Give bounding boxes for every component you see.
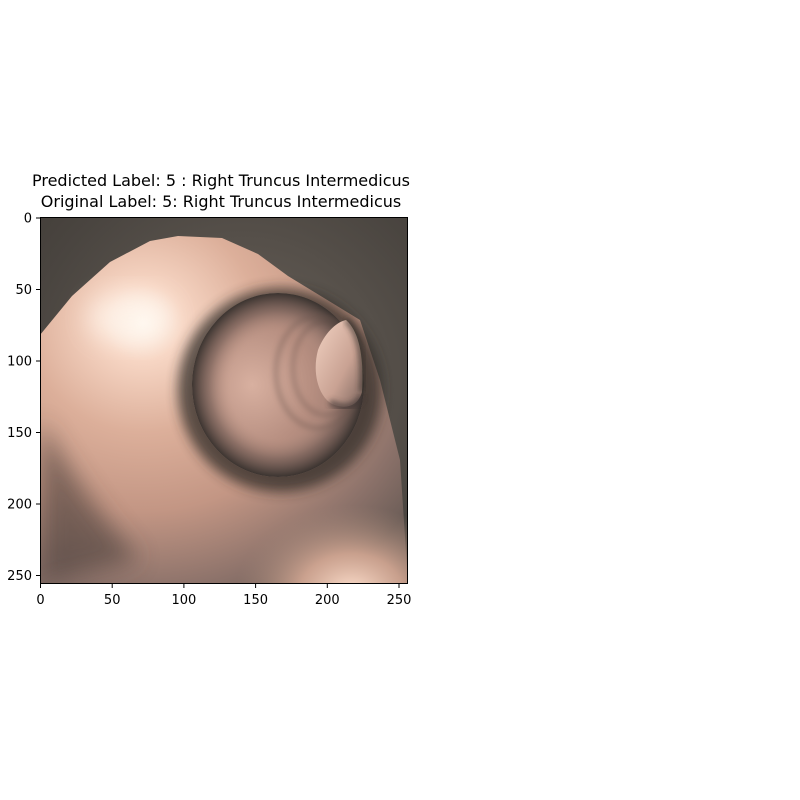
x-tick-label: 100 — [171, 593, 196, 608]
x-axis: 0 50 100 150 200 250 — [36, 583, 412, 608]
bronchoscopy-image — [40, 217, 408, 584]
x-tick-label: 150 — [243, 593, 268, 608]
y-tick-label: 150 — [7, 426, 32, 441]
x-tick-label: 250 — [387, 593, 412, 608]
x-tick-label: 0 — [36, 593, 44, 608]
y-tick-label: 50 — [15, 283, 32, 298]
y-tick-label: 0 — [24, 212, 32, 227]
y-tick-label: 100 — [7, 355, 32, 370]
original-label-title: Original Label: 5: Right Truncus Interme… — [40, 192, 402, 211]
y-tick-label: 200 — [7, 498, 32, 513]
x-tick-label: 200 — [315, 593, 340, 608]
x-tick-label: 50 — [104, 593, 121, 608]
predicted-label-title: Predicted Label: 5 : Right Truncus Inter… — [31, 171, 410, 190]
y-tick-label: 250 — [7, 569, 32, 584]
y-axis: 0 50 100 150 200 250 — [7, 212, 41, 584]
